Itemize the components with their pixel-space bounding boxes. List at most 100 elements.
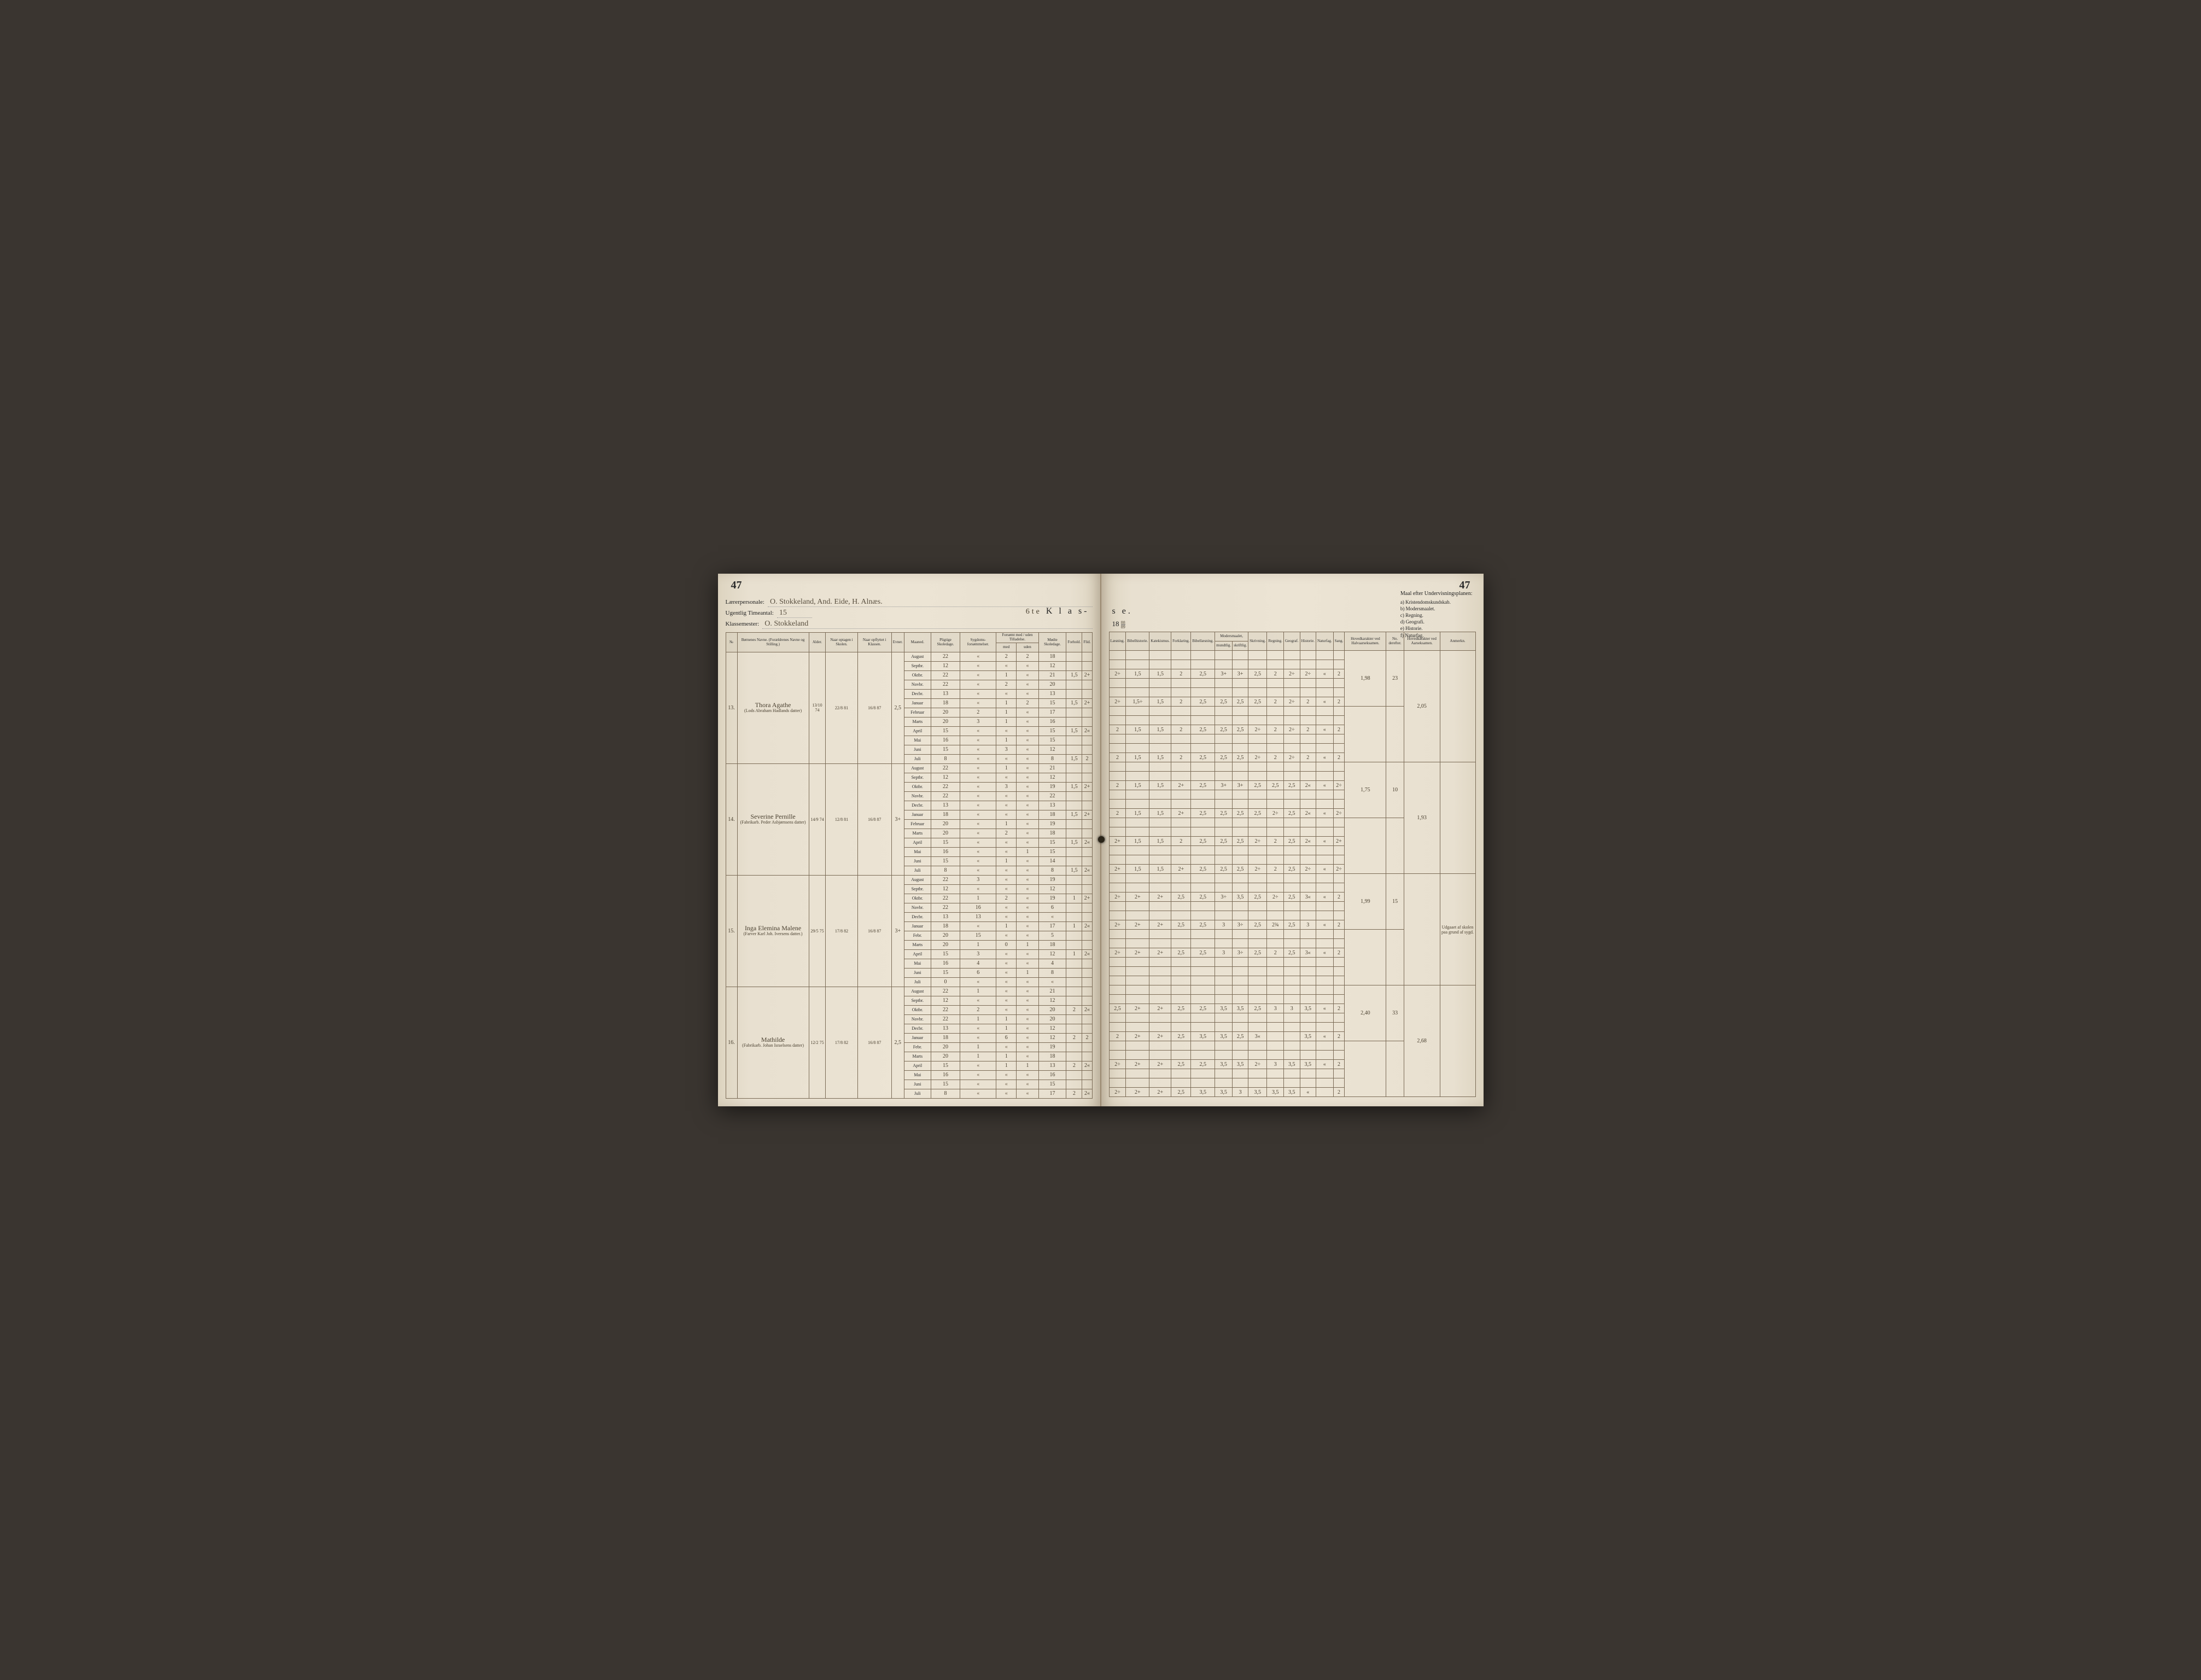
grade-cell xyxy=(1126,679,1149,688)
grade-cell xyxy=(1126,855,1149,865)
data-cell: « xyxy=(1017,680,1038,689)
grade-cell: 3,5 xyxy=(1300,1004,1316,1013)
grade-cell xyxy=(1191,707,1215,716)
col-modte: Mødte Skoledage. xyxy=(1038,633,1066,652)
grade-cell xyxy=(1248,1051,1267,1060)
data-cell: « xyxy=(960,773,996,782)
data-cell: 20 xyxy=(931,708,960,717)
grade-cell xyxy=(1267,958,1283,967)
data-cell: 15 xyxy=(931,856,960,866)
grade-cell xyxy=(1316,1088,1333,1097)
grade-cell xyxy=(1333,874,1345,883)
grade-cell: 1,5 xyxy=(1149,837,1171,846)
grade-cell xyxy=(1109,1023,1126,1032)
data-cell: 2 xyxy=(996,894,1017,903)
grade-cell xyxy=(1248,762,1267,772)
data-cell: « xyxy=(1017,1052,1038,1061)
grade-cell xyxy=(1191,818,1215,827)
grade-cell: 2 xyxy=(1333,1088,1345,1097)
grade-cell xyxy=(1300,1051,1316,1060)
data-cell xyxy=(1082,773,1092,782)
grade-cell: 2+ xyxy=(1149,1060,1171,1069)
data-cell: « xyxy=(996,884,1017,894)
data-cell: « xyxy=(960,763,996,773)
grade-cell xyxy=(1248,911,1267,920)
data-cell: « xyxy=(996,903,1017,912)
grade-cell xyxy=(1316,930,1333,939)
grade-cell xyxy=(1109,958,1126,967)
month-cell: Juni xyxy=(904,1080,931,1089)
grade-cell xyxy=(1149,707,1171,716)
grade-cell xyxy=(1248,800,1267,809)
grade-cell xyxy=(1267,995,1283,1004)
data-cell: « xyxy=(960,791,996,801)
col-historie: Historie. xyxy=(1300,632,1316,651)
grade-cell: « xyxy=(1316,892,1333,902)
grade-cell xyxy=(1215,855,1233,865)
grade-cell xyxy=(1248,744,1267,753)
data-cell xyxy=(1066,847,1082,856)
grade-cell: 2 xyxy=(1333,1060,1345,1069)
data-cell: « xyxy=(960,1061,996,1070)
data-cell: 17 xyxy=(1038,1089,1066,1098)
data-cell: « xyxy=(996,996,1017,1005)
grade-cell: 2,5 xyxy=(1215,753,1233,762)
grade-cell: 2,5 xyxy=(1233,865,1248,874)
grade-cell xyxy=(1300,967,1316,976)
grade-cell xyxy=(1191,911,1215,920)
grade-cell: 2÷ xyxy=(1109,1060,1126,1069)
grade-cell: 2÷ xyxy=(1283,753,1300,762)
student-name: Inga Elemina Malene(Farver Karl Joh. Ive… xyxy=(737,875,809,987)
student-no: 14. xyxy=(726,763,737,875)
grade-cell xyxy=(1283,762,1300,772)
grade-cell xyxy=(1109,651,1126,660)
grade-cell xyxy=(1248,651,1267,660)
halvaar-no-cell: 10 xyxy=(1386,762,1404,818)
data-cell: 12 xyxy=(1038,949,1066,959)
grade-cell xyxy=(1333,939,1345,948)
grade-cell: 2+ xyxy=(1126,1060,1149,1069)
grade-cell xyxy=(1267,1078,1283,1088)
data-cell: « xyxy=(996,847,1017,856)
student-no: 15. xyxy=(726,875,737,987)
grade-cell xyxy=(1171,967,1191,976)
grade-cell: « xyxy=(1316,948,1333,958)
grade-cell: 3,5 xyxy=(1215,1088,1233,1097)
grade-cell xyxy=(1109,707,1126,716)
grade-cell: 2 xyxy=(1333,669,1345,679)
halvaar-cell xyxy=(1345,818,1386,874)
data-cell: « xyxy=(1017,773,1038,782)
grade-cell xyxy=(1109,744,1126,753)
student-evner: 2,5 xyxy=(891,652,904,763)
grade-cell: « xyxy=(1316,725,1333,734)
grade-cell xyxy=(1267,762,1283,772)
grade-cell xyxy=(1233,902,1248,911)
data-cell: « xyxy=(1017,829,1038,838)
data-cell xyxy=(1082,977,1092,987)
data-cell: 6 xyxy=(960,968,996,977)
grade-cell xyxy=(1267,660,1283,669)
grade-cell xyxy=(1233,958,1248,967)
data-cell: 1,5 xyxy=(1066,782,1082,791)
data-cell xyxy=(1082,884,1092,894)
col-forhold: Forhold. xyxy=(1066,633,1082,652)
month-cell: Mai xyxy=(904,959,931,968)
grade-cell xyxy=(1316,846,1333,855)
month-cell: Mai xyxy=(904,1070,931,1080)
data-cell: 18 xyxy=(931,1033,960,1042)
grade-cell xyxy=(1248,688,1267,697)
grade-cell xyxy=(1215,1078,1233,1088)
grade-cell: 2,5 xyxy=(1171,1060,1191,1069)
grade-cell: 3,5 xyxy=(1300,1032,1316,1041)
grade-cell xyxy=(1171,744,1191,753)
month-cell: August xyxy=(904,652,931,661)
grade-cell: 2÷ xyxy=(1283,669,1300,679)
grade-cell xyxy=(1233,1069,1248,1078)
col-maaned: Maaned. xyxy=(904,633,931,652)
data-cell: « xyxy=(1017,1005,1038,1014)
grade-cell xyxy=(1300,958,1316,967)
grade-cell xyxy=(1248,967,1267,976)
data-cell: 16 xyxy=(960,903,996,912)
grade-cell: 2,5 xyxy=(1248,892,1267,902)
grade-cell xyxy=(1126,911,1149,920)
